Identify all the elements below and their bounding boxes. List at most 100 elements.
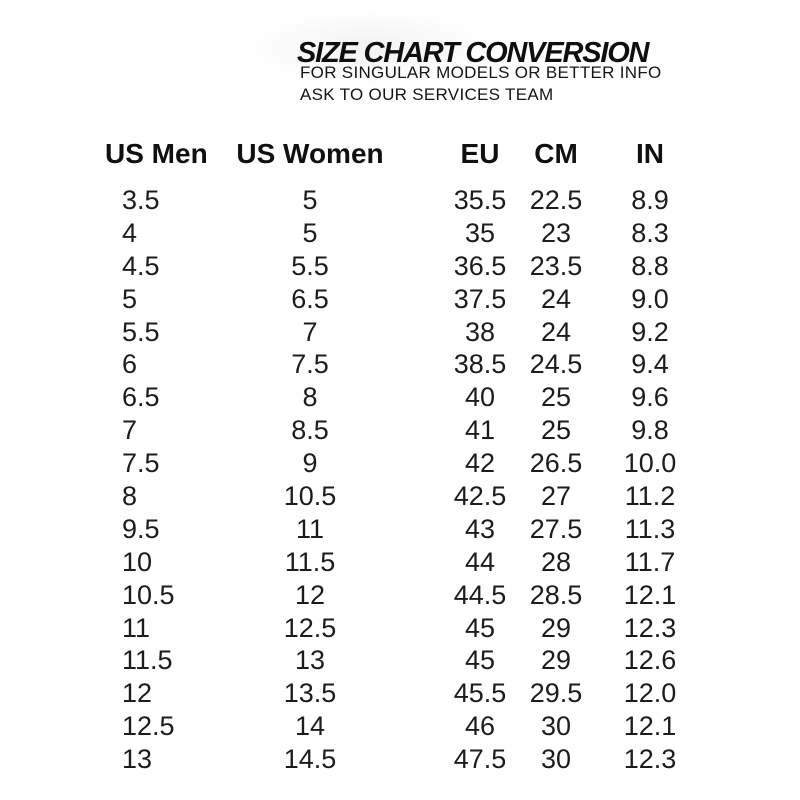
table-cell: 7.5 xyxy=(291,349,329,380)
table-row: 4.5 5.5 36.5 23.5 8.8 xyxy=(100,250,720,283)
table-cell: 26.5 xyxy=(529,448,583,479)
column-header-eu: EU xyxy=(460,138,500,169)
table-cell: 8.8 xyxy=(631,250,669,281)
table-cell: 28 xyxy=(540,546,572,577)
table-cell: 29 xyxy=(540,645,572,676)
table-cell: 11.5 xyxy=(122,645,173,676)
table-row: 12 13.5 45.5 29.5 12.0 xyxy=(100,677,720,710)
column-header-us-men: US Men xyxy=(105,138,208,169)
table-cell: 12.3 xyxy=(623,612,677,643)
table-cell: 25 xyxy=(540,415,572,446)
table-cell: 9.0 xyxy=(631,283,669,314)
table-cell: 8.3 xyxy=(631,217,669,248)
table-cell: 7 xyxy=(122,415,138,446)
table-cell: 24 xyxy=(540,316,572,347)
table-row: 7.5 9 42 26.5 10.0 xyxy=(100,447,720,480)
table-cell: 45 xyxy=(464,645,496,676)
table-cell: 12.1 xyxy=(623,711,677,742)
page-title: SIZE CHART CONVERSION xyxy=(297,37,650,70)
table-cell: 41 xyxy=(464,415,496,446)
table-cell: 7.5 xyxy=(122,448,160,479)
table-cell: 23 xyxy=(540,217,572,248)
table-cell: 22.5 xyxy=(529,184,583,215)
table-cell: 12.5 xyxy=(283,612,337,643)
table-row: 3.5 5 35.5 22.5 8.9 xyxy=(100,184,720,217)
table-header: US Men US Women EU CM IN xyxy=(100,138,720,170)
table-cell: 11 xyxy=(295,513,325,544)
table-row: 12.5 14 46 30 12.1 xyxy=(100,710,720,743)
table-row: 4 5 35 23 8.3 xyxy=(100,217,720,250)
table-cell: 13 xyxy=(122,744,153,775)
table-row: 9.5 11 43 27.5 11.3 xyxy=(100,513,720,546)
table-cell: 43 xyxy=(464,513,496,544)
table-row: 8 10.5 42.5 27 11.2 xyxy=(100,480,720,513)
table-cell: 7 xyxy=(302,316,318,347)
table-cell: 47.5 xyxy=(453,744,507,775)
table-cell: 29 xyxy=(540,612,572,643)
table-cell: 40 xyxy=(464,382,496,413)
table-cell: 27.5 xyxy=(529,513,583,544)
table-cell: 23.5 xyxy=(529,250,583,281)
table-cell: 5.5 xyxy=(291,250,329,281)
table-cell: 8 xyxy=(302,382,318,413)
table-cell: 30 xyxy=(540,744,572,775)
table-cell: 46 xyxy=(464,711,496,742)
table-cell: 6.5 xyxy=(291,283,329,314)
subtitle: FOR SINGULAR MODELS OR BETTER INFO ASK T… xyxy=(300,62,662,106)
table-cell: 12 xyxy=(294,579,326,610)
table-cell: 9.6 xyxy=(631,382,669,413)
table-cell: 24.5 xyxy=(529,349,583,380)
table-row: 11 12.5 45 29 12.3 xyxy=(100,612,720,645)
table-cell: 10.5 xyxy=(283,480,337,511)
table-cell: 44 xyxy=(464,546,496,577)
table-row: 6 7.5 38.5 24.5 9.4 xyxy=(100,348,720,381)
table-row: 6.5 8 40 25 9.6 xyxy=(100,381,720,414)
table-cell: 14 xyxy=(294,711,326,742)
table-cell: 11.3 xyxy=(624,513,676,544)
table-cell: 5 xyxy=(302,184,318,215)
table-cell: 10 xyxy=(122,546,153,577)
table-row: 11.5 13 45 29 12.6 xyxy=(100,644,720,677)
table-cell: 4.5 xyxy=(122,250,160,281)
column-header-in: IN xyxy=(636,138,664,169)
table-row: 5 6.5 37.5 24 9.0 xyxy=(100,283,720,316)
table-cell: 29.5 xyxy=(529,678,583,709)
table-cell: 37.5 xyxy=(453,283,507,314)
table-cell: 30 xyxy=(540,711,572,742)
table-cell: 8.5 xyxy=(291,415,329,446)
table-cell: 12.5 xyxy=(122,711,175,742)
table-cell: 9.2 xyxy=(631,316,669,347)
table-cell: 12.0 xyxy=(623,678,677,709)
table-cell: 5.5 xyxy=(122,316,160,347)
table-cell: 27 xyxy=(540,480,572,511)
table-cell: 6.5 xyxy=(122,382,160,413)
subtitle-line-1: FOR SINGULAR MODELS OR BETTER INFO xyxy=(300,63,662,82)
table-cell: 10.0 xyxy=(623,448,677,479)
table-cell: 12 xyxy=(122,678,153,709)
table-body: 3.5 5 35.5 22.5 8.9 4 5 35 23 8.3 4.5 5.5 36.5 23.5 8.… xyxy=(100,184,720,776)
table-cell: 38 xyxy=(464,316,496,347)
table-cell: 8 xyxy=(122,480,138,511)
table-cell: 28.5 xyxy=(529,579,583,610)
table-cell: 42.5 xyxy=(453,480,507,511)
table-cell: 13.5 xyxy=(283,678,337,709)
column-header-cm: CM xyxy=(534,138,578,169)
table-cell: 12.3 xyxy=(623,744,677,775)
table-row: 10 11.5 44 28 11.7 xyxy=(100,546,720,579)
table-cell: 4 xyxy=(122,217,138,248)
table-cell: 38.5 xyxy=(453,349,507,380)
table-cell: 9.4 xyxy=(631,349,669,380)
table-cell: 24 xyxy=(540,283,572,314)
table-cell: 45 xyxy=(464,612,496,643)
table-cell: 11 xyxy=(122,612,151,643)
table-cell: 5 xyxy=(122,283,138,314)
table-cell: 12.1 xyxy=(623,579,677,610)
column-header-us-women: US Women xyxy=(236,138,384,169)
table-cell: 35 xyxy=(464,217,496,248)
subtitle-line-2: ASK TO OUR SERVICES TEAM xyxy=(300,85,554,104)
table-cell: 11.7 xyxy=(624,546,676,577)
table-cell: 9.8 xyxy=(631,415,669,446)
table-cell: 11.2 xyxy=(624,480,676,511)
table-cell: 8.9 xyxy=(631,184,669,215)
